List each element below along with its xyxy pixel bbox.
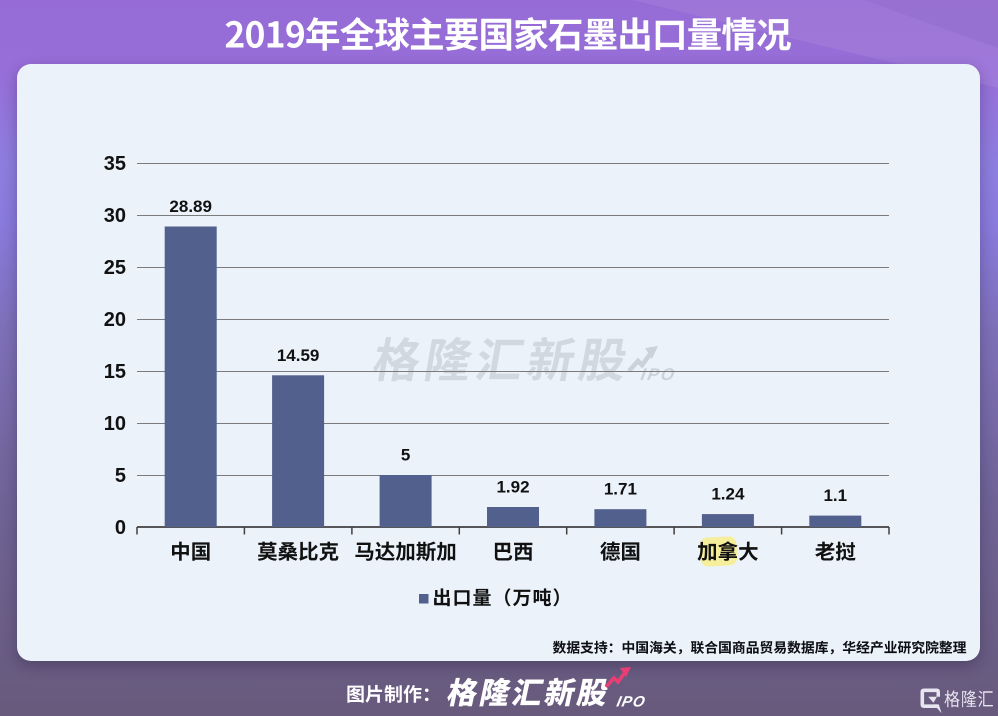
svg-text:20: 20: [104, 309, 126, 331]
svg-text:5: 5: [115, 465, 126, 487]
svg-text:1.71: 1.71: [604, 480, 637, 499]
svg-text:15: 15: [104, 361, 126, 383]
svg-text:28.89: 28.89: [169, 197, 212, 216]
svg-text:25: 25: [104, 257, 126, 279]
svg-text:1.24: 1.24: [711, 485, 745, 504]
svg-text:IPO: IPO: [615, 694, 647, 711]
svg-text:30: 30: [104, 205, 126, 227]
svg-text:1.1: 1.1: [823, 486, 847, 505]
svg-text:35: 35: [104, 153, 126, 175]
svg-text:IPO: IPO: [639, 364, 678, 384]
svg-text:10: 10: [104, 413, 126, 435]
svg-text:14.59: 14.59: [277, 346, 320, 365]
svg-text:5: 5: [401, 446, 410, 465]
svg-text:0: 0: [115, 517, 126, 539]
svg-text:1.92: 1.92: [496, 478, 529, 497]
